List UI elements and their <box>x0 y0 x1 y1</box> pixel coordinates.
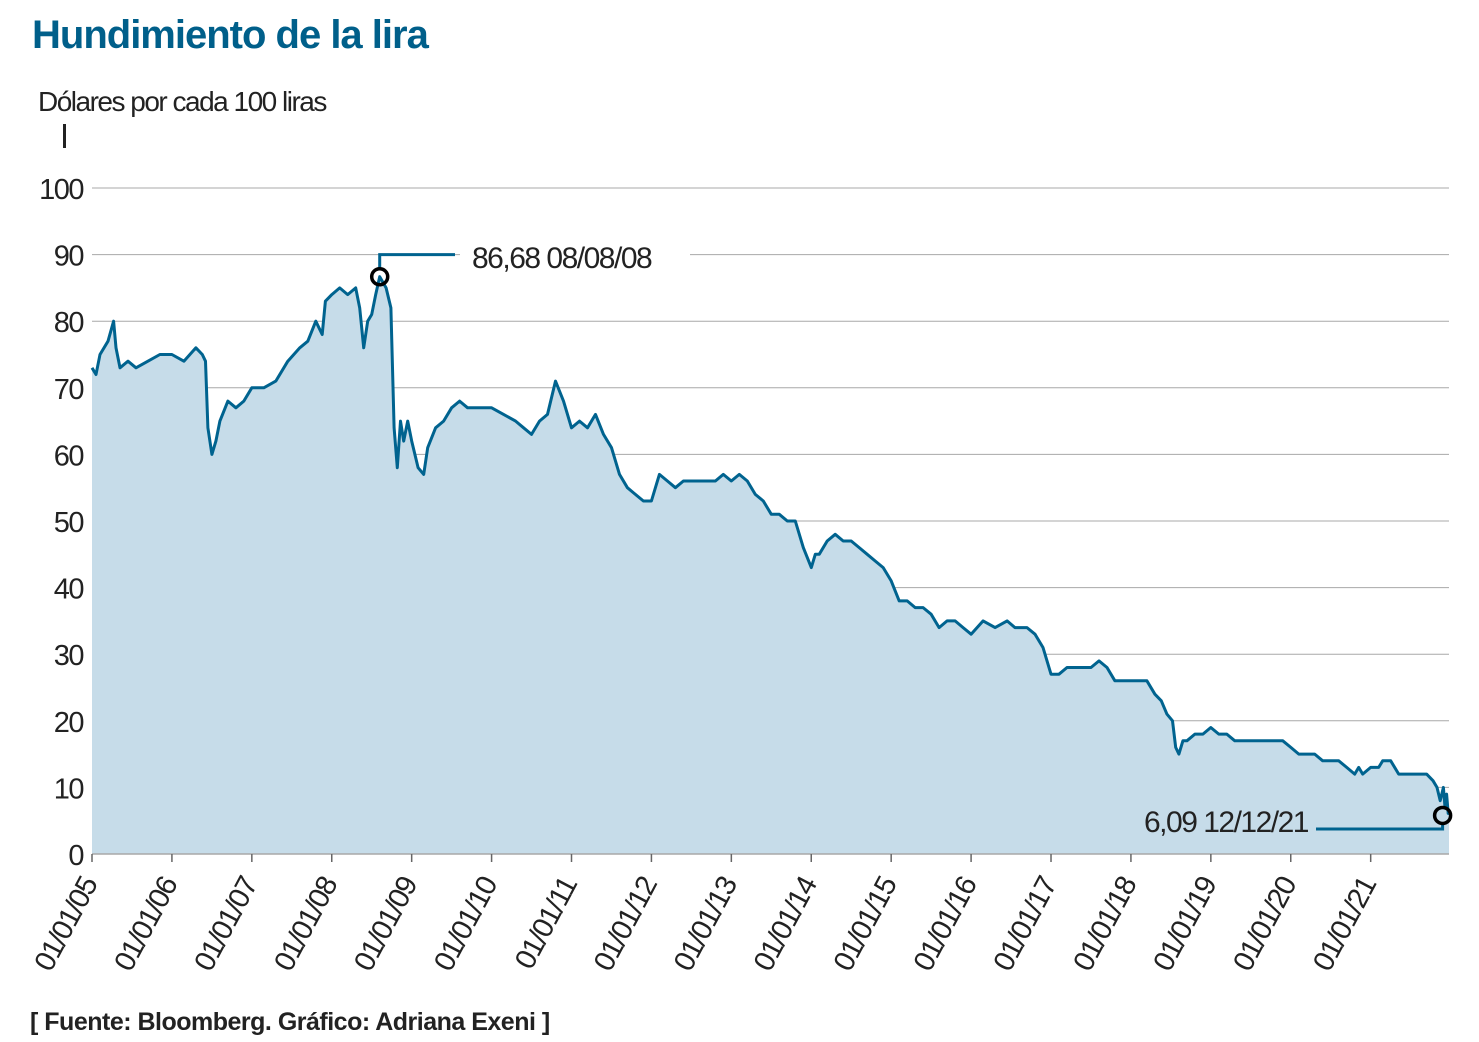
x-tick-label: 01/01/08 <box>268 872 344 976</box>
x-tick-label: 01/01/10 <box>428 872 504 976</box>
peak-label: 86,68 08/08/08 <box>472 242 652 275</box>
y-tick-label: 0 <box>68 840 83 872</box>
low-label: 6,09 12/12/21 <box>1144 806 1309 839</box>
x-tick-label: 01/01/14 <box>748 871 824 976</box>
x-tick-label: 01/01/15 <box>828 872 904 976</box>
y-axis-label: Dólares por cada 100 liras <box>38 86 326 117</box>
source-note: [ Fuente: Bloomberg. Gráfico: Adriana Ex… <box>30 1008 550 1036</box>
y-tick-label: 30 <box>54 640 84 672</box>
y-axis-marker <box>63 124 66 148</box>
y-tick-label: 100 <box>39 174 83 206</box>
peak-marker <box>369 266 390 287</box>
y-tick-label: 20 <box>54 707 84 739</box>
y-ticks: 0 10 20 30 40 50 60 70 80 90 100 <box>39 174 85 872</box>
x-tick-label: 01/01/06 <box>108 872 184 976</box>
x-tick-label: 01/01/07 <box>188 872 264 976</box>
area-layer <box>90 275 1450 855</box>
x-tick-label: 01/01/12 <box>588 872 664 976</box>
x-tick-label: 01/01/19 <box>1147 872 1223 976</box>
x-tick-label: 01/01/05 <box>29 872 105 976</box>
x-tick-label: 01/01/13 <box>668 872 744 976</box>
annotation-leader <box>378 253 455 269</box>
x-tick-label: 01/01/11 <box>509 872 584 975</box>
x-ticks: 01/01/05 01/01/06 01/01/07 01/01/08 01/01/09… <box>29 854 1383 976</box>
y-tick-label: 50 <box>54 507 84 539</box>
x-tick-label: 01/01/21 <box>1307 872 1383 976</box>
y-tick-label: 70 <box>54 374 84 406</box>
x-tick-label: 01/01/20 <box>1227 872 1303 976</box>
y-tick-label: 40 <box>54 574 84 606</box>
annotations: 86,68 08/08/08 6,09 12/12/21 <box>369 240 1453 839</box>
series-line <box>90 275 1450 815</box>
x-tick-label: 01/01/18 <box>1067 872 1143 976</box>
y-tick-label: 90 <box>54 241 84 273</box>
x-tick-label: 01/01/09 <box>348 872 424 976</box>
x-tick-label: 01/01/17 <box>988 872 1064 976</box>
chart-title: Hundimiento de la lira <box>32 13 430 57</box>
low-marker <box>1432 805 1453 826</box>
y-tick-label: 80 <box>54 307 84 339</box>
y-tick-label: 10 <box>54 773 84 805</box>
y-tick-label: 60 <box>54 440 84 472</box>
x-tick-label: 01/01/16 <box>908 872 984 976</box>
annotation-leader <box>1316 823 1445 831</box>
annotation-bg <box>460 240 690 274</box>
area-fill <box>92 276 1449 854</box>
